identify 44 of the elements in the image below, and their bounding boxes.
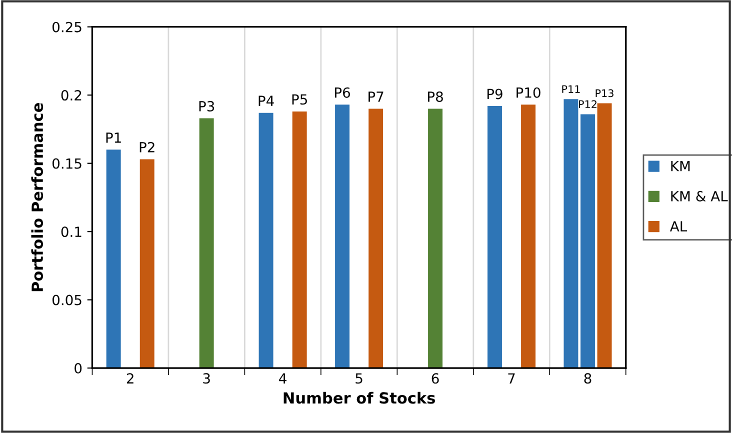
data-label: P9 [487, 88, 502, 100]
x-tick-label: 5 [356, 373, 362, 384]
bar [292, 111, 307, 368]
data-label: P10 [516, 87, 540, 98]
y-tick-label: 0.2 [61, 90, 82, 101]
data-label: P11 [562, 85, 580, 93]
bar [140, 159, 154, 368]
y-tick-label: 0.05 [52, 294, 82, 306]
data-label: P12 [579, 100, 596, 108]
data-label: P1 [106, 132, 121, 143]
x-tick-label: 2 [126, 373, 134, 384]
bar [521, 104, 536, 368]
data-label: P13 [596, 89, 614, 98]
x-tick-label: 7 [508, 373, 515, 384]
data-label: P6 [335, 87, 350, 98]
data-label: P2 [140, 142, 154, 152]
data-label: P4 [258, 96, 274, 106]
bar [106, 150, 121, 368]
x-tick-label: 8 [584, 373, 592, 384]
bar [335, 104, 350, 368]
bar [428, 108, 443, 368]
data-label: P8 [428, 91, 443, 102]
y-tick-label: 0.15 [52, 158, 82, 169]
legend-label: AL [670, 221, 688, 232]
x-tick-label: 4 [279, 373, 286, 384]
legend-label: KM & AL [671, 190, 728, 202]
y-axis-title: Portfolio Performance [31, 103, 44, 292]
x-tick-label: 6 [432, 373, 439, 384]
bar [597, 103, 612, 368]
x-tick-label: 3 [203, 373, 210, 384]
x-axis-title: Number of Stocks [284, 392, 435, 404]
bar [258, 112, 274, 368]
y-tick-label: 0.25 [52, 22, 82, 32]
y-tick-label: 0 [74, 363, 82, 374]
legend-label: KM [671, 161, 690, 172]
data-label: P5 [292, 94, 307, 105]
bar [488, 106, 502, 368]
data-label: P7 [368, 92, 384, 102]
bar [580, 114, 595, 368]
bar [199, 118, 214, 368]
bar [564, 99, 578, 368]
y-tick-label: 0.1 [61, 226, 82, 238]
bar [368, 108, 384, 368]
data-label: P3 [199, 101, 214, 112]
